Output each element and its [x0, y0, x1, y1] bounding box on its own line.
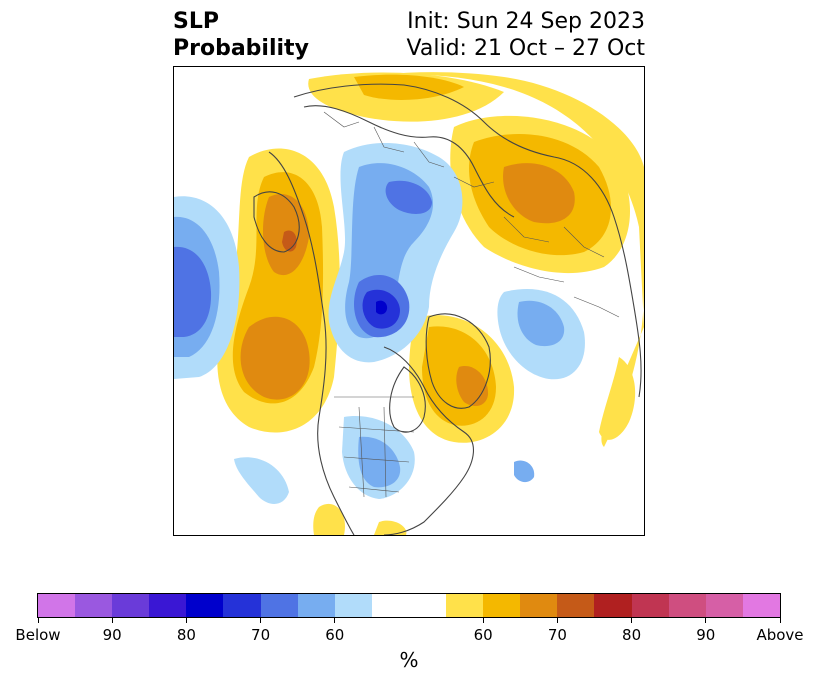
- colorbar-segment: [483, 594, 521, 617]
- colorbar-segment: [446, 594, 484, 617]
- colorbar-tick: [482, 618, 484, 623]
- title-variable-line1: SLP: [173, 9, 219, 34]
- colorbar-tick-label: 60: [325, 626, 345, 644]
- below-field-arctic-center: [376, 300, 388, 315]
- colorbar-tick: [631, 618, 633, 623]
- colorbar: [37, 593, 781, 618]
- colorbar-tick: [705, 618, 707, 623]
- colorbar-segment: [742, 594, 780, 617]
- colorbar-segment: [557, 594, 595, 617]
- colorbar-tick: [556, 618, 558, 623]
- colorbar-tick-label: 70: [251, 626, 271, 644]
- coastline-north-america-east: [383, 346, 474, 535]
- colorbar-tick-label: 70: [547, 626, 567, 644]
- colorbar-unit-label: %: [399, 648, 419, 672]
- colorbar-tick-label: 60: [473, 626, 493, 644]
- below-normal-fields: [174, 142, 585, 504]
- map-panel: [173, 66, 645, 536]
- colorbar-segment: [668, 594, 706, 617]
- above-field-mexico: [313, 503, 345, 535]
- probability-map: [174, 72, 644, 535]
- border-lines-europe: [323, 111, 495, 188]
- coastline-north-europe: [303, 105, 515, 218]
- country-borders: [323, 111, 620, 498]
- coastline-eurasia: [293, 83, 642, 398]
- colorbar-segment: [38, 594, 76, 617]
- above-field-caribbean: [374, 520, 407, 535]
- colorbar-segment: [260, 594, 298, 617]
- title-variable: SLP Probability: [173, 8, 309, 62]
- colorbar-segment: [75, 594, 113, 617]
- above-field-north-europe-core: [354, 74, 464, 100]
- colorbar-tick: [334, 618, 336, 623]
- border-lines-north-america: [334, 396, 415, 498]
- colorbar-segment: [112, 594, 150, 617]
- colorbar-segment: [408, 594, 447, 617]
- below-field-pacific-south: [234, 457, 289, 504]
- below-field-north-america-core: [358, 436, 401, 488]
- title-dates: Init: Sun 24 Sep 2023 Valid: 21 Oct – 27…: [407, 8, 645, 62]
- colorbar-tick: [260, 618, 262, 623]
- colorbar-tick: [185, 618, 187, 623]
- colorbar-tick-label: Below: [15, 626, 61, 644]
- colorbar-tick-label: 90: [696, 626, 716, 644]
- above-field-pacific-south: [240, 316, 310, 400]
- colorbar-tick-label: 80: [176, 626, 196, 644]
- coastline-greenland: [425, 313, 491, 409]
- below-field-barents: [385, 180, 432, 214]
- colorbar-segment: [149, 594, 187, 617]
- colorbar-segment: [705, 594, 743, 617]
- colorbar-segment: [520, 594, 558, 617]
- title-variable-line2: Probability: [173, 36, 309, 61]
- above-normal-fields: [217, 72, 644, 535]
- coastline-north-america-west: [268, 151, 355, 535]
- border-lines-asia: [503, 216, 620, 318]
- colorbar-tick: [779, 618, 781, 623]
- colorbar-segment: [594, 594, 632, 617]
- colorbar-tick-label: Above: [756, 626, 804, 644]
- above-field-atlantic: [599, 357, 636, 440]
- below-field-pacific-west-inner: [174, 246, 212, 337]
- colorbar-tick-label: 90: [102, 626, 122, 644]
- colorbar-segment: [186, 594, 224, 617]
- below-field-atlantic-south: [514, 460, 535, 483]
- title-init-date: Init: Sun 24 Sep 2023: [407, 9, 645, 34]
- below-field-atlantic-core: [517, 300, 565, 347]
- colorbar-tick: [111, 618, 113, 623]
- colorbar-segment: [223, 594, 261, 617]
- above-field-siberia-inner: [503, 163, 575, 224]
- colorbar-segment: [371, 594, 409, 617]
- colorbar-tick-label: 80: [622, 626, 642, 644]
- colorbar-segment: [631, 594, 669, 617]
- colorbar-tick: [37, 618, 39, 623]
- title-valid-range: Valid: 21 Oct – 27 Oct: [406, 36, 645, 61]
- colorbar-segment: [334, 594, 372, 617]
- colorbar-segment: [297, 594, 335, 617]
- coastline-alaska: [253, 191, 300, 253]
